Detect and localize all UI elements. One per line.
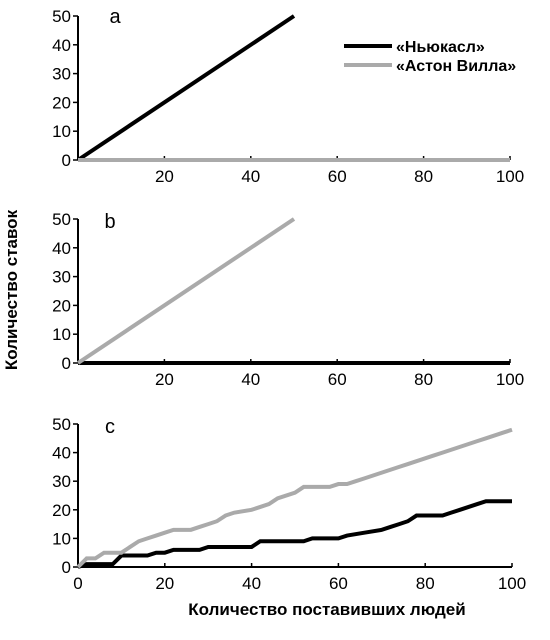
x-tick-label: 100: [498, 574, 526, 593]
legend-label: «Ньюкасл»: [396, 39, 485, 56]
x-tick-label: 40: [242, 574, 261, 593]
y-tick-label: 50: [52, 210, 71, 229]
y-tick-label: 20: [52, 93, 71, 112]
x-tick-label: 100: [496, 370, 524, 389]
panel-a: 0 10 20 30 40 50 20 40 60 80 100 a «Ньюкасл» «Астон В…: [52, 6, 524, 186]
panel-b: 0 10 20 30 40 50 20 40 60 80 100 b: [52, 210, 524, 389]
series-line-2: [76, 217, 296, 365]
panel-letter: b: [104, 211, 115, 233]
y-axis-title: Количество ставок: [2, 209, 21, 370]
x-axis-title: Количество поставивших людей: [188, 600, 465, 619]
x-tick-label: 60: [328, 370, 347, 389]
panel-c: 0 10 20 30 40 50 0 20 40 60 80 100 c: [52, 415, 526, 593]
y-tick-label: 50: [52, 415, 71, 434]
series-line-2: [76, 427, 513, 569]
y-tick-label: 50: [52, 7, 71, 26]
x-tick-label: 0: [73, 574, 82, 593]
x-tick-label: 80: [414, 167, 433, 186]
panel-letter: a: [109, 6, 121, 28]
legend: «Ньюкасл» «Астон Вилла»: [344, 39, 516, 75]
y-tick-label: 20: [52, 501, 71, 520]
x-tick-label: 20: [155, 370, 174, 389]
x-tick-label: 40: [241, 167, 260, 186]
y-tick-label: 40: [52, 36, 71, 55]
legend-label: «Астон Вилла»: [396, 58, 516, 75]
panel-letter: c: [105, 416, 115, 438]
series-line-1: [77, 499, 512, 569]
x-tick-label: 60: [328, 167, 347, 186]
y-tick-label: 10: [52, 122, 71, 141]
y-tick-label: 20: [52, 296, 71, 315]
y-tick-label: 0: [62, 558, 71, 577]
y-tick-label: 30: [52, 472, 71, 491]
x-tick-label: 20: [155, 574, 174, 593]
x-tick-label: 80: [416, 574, 435, 593]
y-tick-label: 30: [52, 268, 71, 287]
y-tick-label: 10: [52, 529, 71, 548]
x-tick-label: 100: [496, 167, 524, 186]
y-tick-label: 40: [52, 444, 71, 463]
x-tick-label: 20: [155, 167, 174, 186]
y-tick-label: 0: [62, 151, 71, 170]
x-tick-label: 60: [329, 574, 348, 593]
x-tick-label: 40: [241, 370, 260, 389]
series-line-1: [76, 14, 296, 162]
y-tick-label: 30: [52, 65, 71, 84]
y-tick-label: 10: [52, 325, 71, 344]
y-tick-label: 40: [52, 239, 71, 258]
y-tick-label: 0: [62, 354, 71, 373]
x-tick-label: 80: [414, 370, 433, 389]
